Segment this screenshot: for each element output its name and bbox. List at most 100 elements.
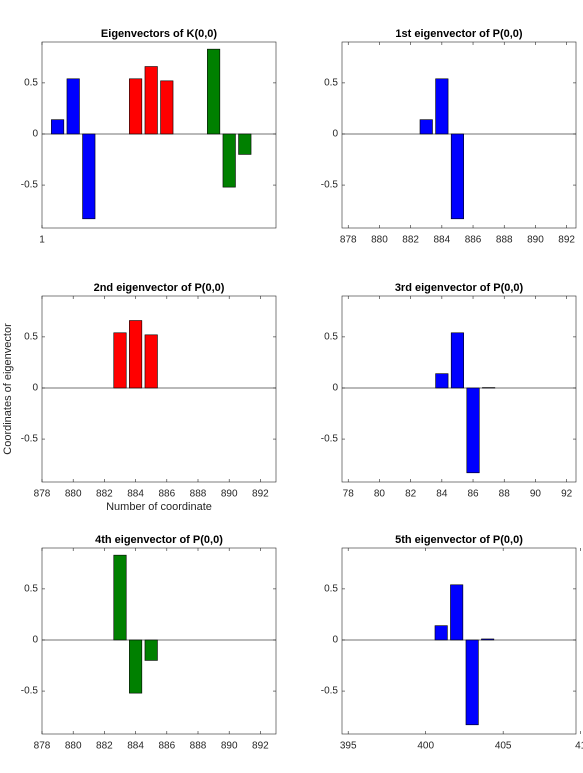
axes-box [341, 41, 577, 229]
x-tick-label: 82 [405, 489, 417, 500]
chart-title: 2nd eigenvector of P(0,0) [94, 282, 225, 294]
axes-background [342, 296, 576, 482]
bar [144, 66, 158, 135]
x-tick-label: 892 [252, 489, 269, 500]
bar [144, 639, 158, 661]
bar [113, 332, 127, 389]
x-tick-label: 882 [402, 235, 419, 246]
x-tick-label: 405 [495, 741, 512, 752]
y-tick-label: -0.5 [321, 180, 339, 191]
x-tick-label: 88 [499, 489, 511, 500]
bar [466, 387, 480, 474]
y-tick-label: 0.5 [24, 584, 38, 595]
y-tick-label: 0 [32, 383, 38, 394]
x-tick-label: 84 [436, 489, 448, 500]
x-tick-label: 90 [530, 489, 542, 500]
y-tick-label: -0.5 [21, 686, 39, 697]
bar [450, 133, 464, 220]
y-tick-label: 0 [332, 383, 338, 394]
axes-box [341, 547, 577, 735]
bar [51, 119, 65, 135]
x-tick-label: 880 [65, 489, 82, 500]
x-tick-label: 892 [558, 235, 575, 246]
axes-background [42, 548, 276, 734]
x-tick-label: 888 [496, 235, 513, 246]
bar [129, 639, 143, 694]
y-tick-label: 0.5 [24, 78, 38, 89]
y-tick-label: 0.5 [324, 78, 338, 89]
x-tick-label: 888 [190, 489, 207, 500]
y-tick-label: -0.5 [321, 686, 339, 697]
x-tick-label: 878 [34, 741, 51, 752]
chart-title: 1st eigenvector of P(0,0) [395, 28, 522, 40]
bar [419, 119, 433, 135]
bar [82, 133, 96, 220]
axes-box [41, 295, 277, 483]
bar [435, 78, 449, 135]
y-tick-label: 0.5 [324, 332, 338, 343]
x-tick-label: 880 [371, 235, 388, 246]
x-tick-label: 41 [575, 741, 583, 752]
x-tick-label: 884 [433, 235, 450, 246]
bar [113, 554, 127, 641]
x-tick-label: 395 [340, 741, 357, 752]
axes-background [42, 42, 276, 228]
x-tick-label: 92 [561, 489, 573, 500]
axes-background [342, 548, 576, 734]
x-tick-label: 892 [252, 741, 269, 752]
x-tick-label: 882 [96, 741, 113, 752]
bar [482, 387, 496, 389]
bar [465, 639, 479, 726]
bar [222, 133, 236, 188]
x-tick-label: 86 [467, 489, 479, 500]
axes-box [41, 547, 277, 735]
bar [481, 638, 495, 641]
y-tick-label: 0 [32, 129, 38, 140]
x-tick-label: 1 [39, 235, 45, 246]
bar [238, 133, 252, 155]
bar [435, 373, 449, 389]
x-tick-label: 878 [34, 489, 51, 500]
bar [129, 320, 143, 389]
y-tick-label: 0 [32, 635, 38, 646]
x-tick-label: 882 [96, 489, 113, 500]
x-tick-label: 890 [221, 741, 238, 752]
y-tick-label: 0 [332, 635, 338, 646]
chart-title: 3rd eigenvector of P(0,0) [395, 282, 524, 294]
x-tick-label: 400 [417, 741, 434, 752]
x-tick-label: 886 [158, 741, 175, 752]
x-tick-label: 890 [221, 489, 238, 500]
y-tick-label: -0.5 [21, 180, 39, 191]
y-tick-label: -0.5 [21, 434, 39, 445]
x-tick-label: 890 [527, 235, 544, 246]
y-axis-label: Coordinates of eigenvector [2, 323, 14, 455]
axes-background [42, 296, 276, 482]
x-tick-label: 878 [340, 235, 357, 246]
axes-box [341, 295, 577, 483]
chart-title: 4th eigenvector of P(0,0) [95, 534, 223, 546]
chart-title: 5th eigenvector of P(0,0) [395, 534, 523, 546]
bar [160, 80, 174, 135]
bar [450, 584, 464, 641]
bar [434, 625, 448, 641]
x-axis-label: Number of coordinate [106, 501, 212, 513]
x-tick-label: 78 [343, 489, 355, 500]
bar [66, 78, 80, 135]
y-tick-label: 0.5 [324, 584, 338, 595]
axes-box [41, 41, 277, 229]
y-tick-label: 0 [332, 129, 338, 140]
x-tick-label: 884 [127, 489, 144, 500]
bar [144, 334, 158, 389]
x-tick-label: 80 [374, 489, 386, 500]
bar [207, 48, 221, 135]
x-tick-label: 886 [465, 235, 482, 246]
y-tick-label: 0.5 [24, 332, 38, 343]
y-tick-label: -0.5 [321, 434, 339, 445]
x-tick-label: 888 [190, 741, 207, 752]
bar [450, 332, 464, 389]
chart-title: Eigenvectors of K(0,0) [101, 28, 217, 40]
bar [129, 78, 143, 135]
x-tick-label: 886 [158, 489, 175, 500]
x-tick-label: 880 [65, 741, 82, 752]
